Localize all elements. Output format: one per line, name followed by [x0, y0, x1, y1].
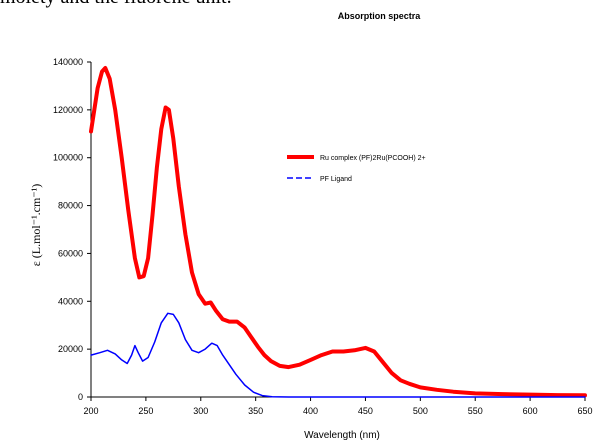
y-axis-ticks: 0 20000 40000 60000 80000 100000 120000 140000: [53, 57, 91, 402]
y-axis-label: ε (L.mol⁻¹.cm⁻¹): [29, 184, 43, 267]
y-tick-label: 80000: [58, 201, 83, 211]
chart-title: Absorption spectra: [338, 11, 422, 21]
y-tick-label: 40000: [58, 296, 83, 306]
x-axis-ticks: 200 250 300 350 400 450 500 550 600 650: [83, 397, 593, 416]
x-tick-label: 350: [248, 406, 263, 416]
x-tick-label: 300: [193, 406, 208, 416]
x-tick-label: 600: [523, 406, 538, 416]
x-tick-label: 500: [413, 406, 428, 416]
x-axis-label: Wavelength (nm): [304, 430, 380, 441]
y-tick-label: 20000: [58, 344, 83, 354]
y-tick-label: 60000: [58, 248, 83, 258]
series-lines: [89, 66, 587, 398]
y-tick-label: 120000: [53, 105, 83, 115]
x-tick-label: 650: [577, 406, 592, 416]
y-tick-label: 140000: [53, 57, 83, 67]
x-tick-label: 250: [138, 406, 153, 416]
x-tick-label: 200: [83, 406, 98, 416]
x-tick-label: 450: [358, 406, 373, 416]
caption-fragment: moiety and the fluorene unit.: [0, 0, 232, 9]
legend: Ru complex (PF)2Ru(PCOOH) 2+ PF Ligand: [287, 155, 426, 183]
legend-label: PF Ligand: [320, 176, 352, 183]
x-tick-label: 400: [303, 406, 318, 416]
y-tick-label: 0: [78, 392, 83, 402]
x-tick-label: 550: [468, 406, 483, 416]
legend-label: Ru complex (PF)2Ru(PCOOH) 2+: [320, 155, 426, 162]
pf-ligand-series-line: [90, 312, 586, 398]
ru-complex-series-line: [89, 66, 587, 398]
y-tick-label: 100000: [53, 153, 83, 163]
